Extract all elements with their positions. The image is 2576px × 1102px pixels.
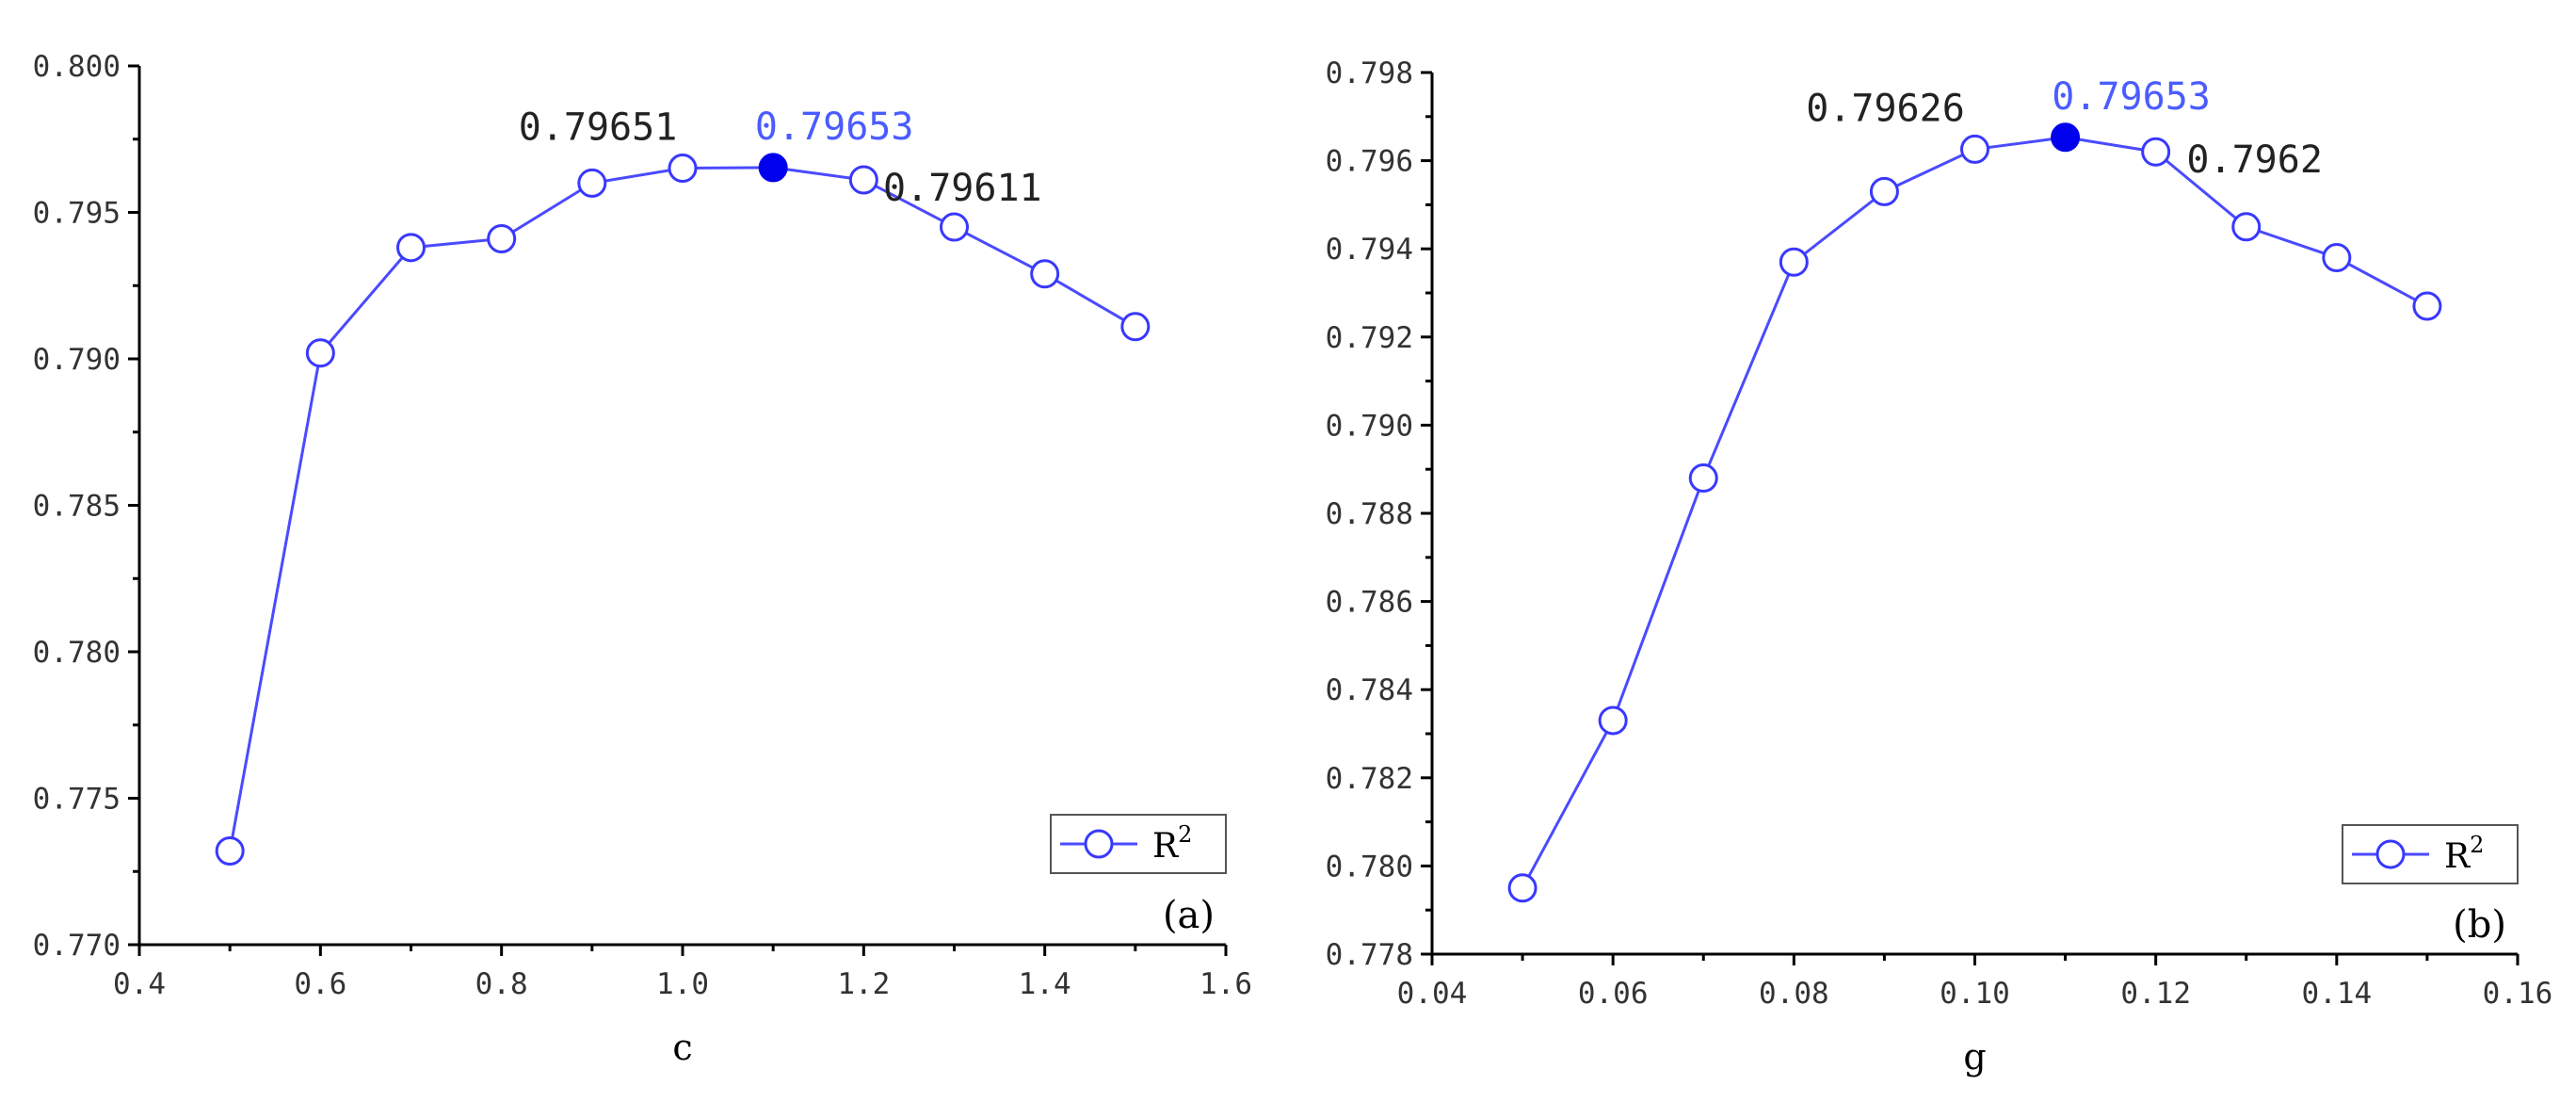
x-tick-label: 0.08: [1759, 977, 1829, 1011]
x-tick-label: 0.14: [2302, 977, 2373, 1011]
y-tick-label: 0.788: [1326, 497, 1413, 531]
series-line: [228, 166, 1136, 851]
x-tick-label: 0.8: [475, 967, 528, 1001]
x-tick-label: 0.4: [113, 967, 166, 1001]
y-tick-label: 0.780: [1326, 850, 1413, 883]
data-point-max: [758, 153, 788, 183]
x-axis-label: c: [672, 1027, 692, 1068]
data-point: [1507, 873, 1538, 903]
y-tick-label: 0.782: [1326, 762, 1413, 796]
data-point: [1869, 176, 1899, 206]
y-tick-label: 0.780: [33, 636, 121, 670]
panel-label: (a): [1163, 894, 1215, 937]
data-point: [487, 223, 517, 253]
legend-label: R2: [2444, 832, 2484, 876]
data-point: [1120, 312, 1151, 342]
chart-panel-a: 0.4 0.6 0.8 1.0 1.2 1.4 1.6 0.770 0.775 0.780 0.78…: [33, 50, 1252, 1068]
x-tick-label: 0.16: [2483, 977, 2553, 1011]
data-point: [215, 835, 245, 866]
y-tick-label: 0.775: [33, 783, 121, 817]
chart-panel-b: 0.04 0.06 0.08 0.10 0.12 0.14 0.16 0.778 0.780 0.…: [1326, 57, 2553, 1078]
x-tick-label: 0.6: [294, 967, 346, 1001]
data-point: [1598, 705, 1628, 736]
y-tick-label: 0.790: [1326, 409, 1413, 443]
y-tick-label: 0.795: [33, 197, 121, 231]
x-tick-label: 0.06: [1578, 977, 1649, 1011]
x-tick-label: 1.6: [1199, 967, 1252, 1001]
y-tick-label: 0.790: [33, 343, 121, 377]
y-tick-label: 0.798: [1326, 57, 1413, 90]
annotation-max-value: 0.79653: [755, 105, 914, 149]
series-line: [1521, 136, 2428, 889]
data-point: [1030, 259, 1060, 289]
y-tick-label: 0.786: [1326, 586, 1413, 620]
data-point: [1779, 247, 1809, 277]
annotation-value: 0.79651: [519, 106, 678, 150]
y-tick-label: 0.770: [33, 929, 121, 963]
y-tick-label: 0.800: [33, 50, 121, 84]
x-tick-label: 1.0: [656, 967, 709, 1001]
data-point: [2231, 212, 2262, 242]
data-point: [848, 165, 878, 195]
data-point: [2141, 137, 2171, 167]
panel-label: (b): [2453, 903, 2506, 947]
data-point: [1960, 134, 1989, 164]
legend-marker: [2375, 839, 2406, 869]
annotation-value: 0.79626: [1806, 87, 1965, 130]
y-tick-label: 0.784: [1326, 673, 1413, 707]
data-point: [396, 233, 426, 263]
x-axis-label: g: [1963, 1036, 1986, 1078]
data-point: [668, 154, 698, 184]
data-point: [577, 168, 607, 198]
y-tick-label: 0.785: [33, 490, 121, 524]
data-point: [2322, 243, 2352, 273]
x-tick-label: 1.2: [837, 967, 890, 1001]
annotation-value: 0.7962: [2186, 138, 2323, 182]
legend-label: R2: [1152, 821, 1192, 866]
annotation-value: 0.79611: [883, 167, 1042, 210]
annotation-max-value: 0.79653: [2052, 75, 2211, 119]
x-tick-label: 0.12: [2120, 977, 2191, 1011]
data-point: [305, 338, 335, 368]
data-point: [940, 212, 969, 242]
y-tick-label: 0.796: [1326, 145, 1413, 179]
y-tick-label: 0.792: [1326, 321, 1413, 355]
data-point: [1688, 463, 1718, 494]
x-tick-label: 0.10: [1940, 977, 2010, 1011]
y-tick-label: 0.794: [1326, 233, 1413, 267]
data-point: [2412, 291, 2442, 321]
legend-marker: [1084, 829, 1114, 859]
x-tick-label: 1.4: [1019, 967, 1071, 1001]
y-tick-label: 0.778: [1326, 938, 1413, 972]
x-tick-label: 0.04: [1397, 977, 1468, 1011]
data-point-max: [2051, 122, 2081, 153]
